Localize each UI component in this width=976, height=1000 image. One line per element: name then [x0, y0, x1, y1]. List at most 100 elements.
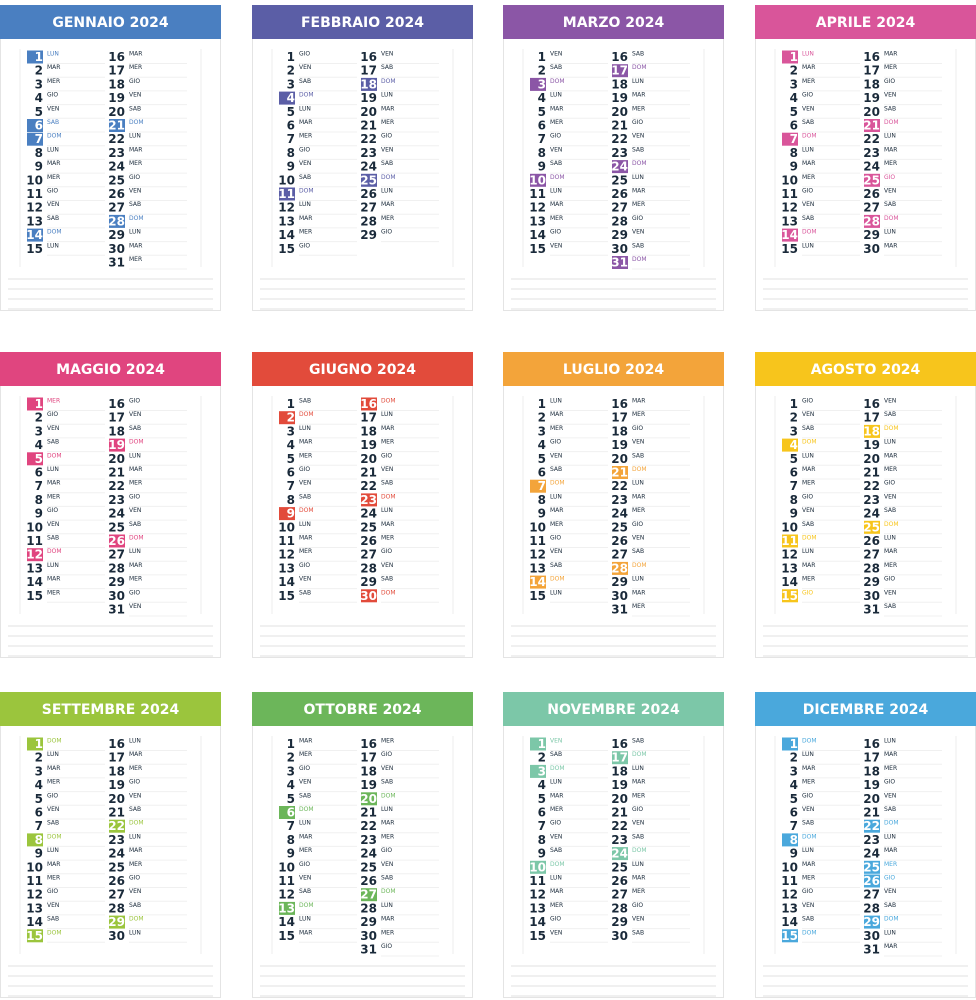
holiday-box [27, 132, 43, 146]
weekday: SAB [550, 562, 562, 569]
weekday: LUN [381, 507, 393, 514]
day-number: 30 [611, 242, 628, 256]
day-number: 24 [108, 160, 125, 174]
day-number: 27 [108, 548, 125, 562]
weekday: MAR [802, 861, 815, 868]
weekday: LUN [47, 562, 59, 569]
weekday: DOM [884, 119, 899, 126]
weekday: MER [632, 201, 645, 208]
holiday-box [782, 228, 798, 242]
weekday: VEN [884, 398, 896, 405]
weekday: LUN [632, 576, 644, 583]
weekday: VEN [632, 439, 644, 446]
holiday-box [109, 534, 125, 548]
weekday: SAB [47, 439, 59, 446]
day-number: 9 [538, 160, 546, 174]
day-number: 17 [108, 751, 125, 765]
weekday: GIO [129, 875, 140, 882]
weekday: DOM [550, 861, 565, 868]
day-number: 13 [529, 901, 546, 915]
weekday: MER [632, 507, 645, 514]
weekday: DOM [802, 833, 817, 840]
weekday: DOM [884, 916, 899, 923]
day-number: 21 [611, 806, 628, 820]
day-number: 12 [278, 548, 295, 562]
day-number: 23 [360, 493, 377, 507]
weekday: MAR [47, 861, 60, 868]
holiday-box [109, 214, 125, 228]
weekday: MAR [802, 160, 815, 167]
day-number: 1 [538, 737, 546, 751]
weekday: MER [129, 160, 142, 167]
weekday: LUN [884, 133, 896, 140]
weekday: SAB [550, 751, 562, 758]
weekday: MAR [129, 751, 142, 758]
day-number: 6 [538, 119, 546, 133]
weekday: GIO [299, 765, 310, 772]
weekday: MAR [47, 765, 60, 772]
weekday: SAB [47, 119, 59, 126]
day-number: 5 [538, 105, 546, 119]
day-number: 31 [863, 943, 880, 957]
weekday: VEN [884, 888, 896, 895]
day-number: 24 [863, 160, 880, 174]
day-number: 12 [278, 201, 295, 215]
weekday: VEN [632, 229, 644, 236]
weekday: SAB [802, 425, 814, 432]
day-number: 14 [529, 228, 546, 242]
title-bar [252, 352, 473, 386]
weekday: GIO [802, 792, 813, 799]
day-number: 6 [35, 119, 43, 133]
day-number: 5 [287, 105, 295, 119]
weekday: SAB [381, 779, 393, 786]
holiday-box [279, 507, 295, 521]
weekday: VEN [381, 466, 393, 473]
weekday: VEN [550, 51, 562, 58]
weekday: LUN [129, 452, 141, 459]
day-number: 31 [360, 943, 377, 957]
day-number: 17 [360, 751, 377, 765]
weekday: SAB [802, 820, 814, 827]
holiday-box [864, 874, 880, 888]
weekday: VEN [129, 188, 141, 195]
day-number: 25 [863, 520, 880, 534]
weekday: MAR [884, 51, 897, 58]
day-number: 31 [611, 603, 628, 617]
day-number: 17 [611, 64, 628, 78]
weekday: SAB [884, 201, 896, 208]
weekday: DOM [884, 425, 899, 432]
day-number: 9 [287, 160, 295, 174]
weekday: SAB [299, 398, 311, 405]
day-number: 23 [360, 833, 377, 847]
day-number: 14 [529, 915, 546, 929]
weekday: GIO [47, 792, 58, 799]
day-number: 7 [790, 479, 798, 493]
day-number: 28 [360, 561, 377, 575]
day-number: 17 [611, 751, 628, 765]
weekday: MAR [299, 119, 312, 126]
day-number: 9 [790, 160, 798, 174]
day-number: 9 [538, 847, 546, 861]
day-number: 17 [108, 411, 125, 425]
day-number: 26 [611, 874, 628, 888]
day-number: 26 [360, 187, 377, 201]
weekday: SAB [632, 548, 644, 555]
holiday-box [612, 256, 628, 269]
day-number: 20 [108, 452, 125, 466]
day-number: 27 [863, 201, 880, 215]
day-number: 10 [278, 520, 295, 534]
title-bar [755, 692, 976, 726]
weekday: SAB [47, 916, 59, 923]
day-number: 2 [35, 64, 43, 78]
weekday: LUN [299, 425, 311, 432]
day-number: 2 [790, 411, 798, 425]
weekday: VEN [802, 411, 814, 418]
weekday: MER [47, 875, 60, 882]
weekday: LUN [884, 738, 896, 745]
title-bar [503, 692, 724, 726]
day-number: 14 [26, 915, 43, 929]
weekday: VEN [632, 535, 644, 542]
weekday: LUN [632, 174, 644, 181]
day-number: 27 [360, 201, 377, 215]
